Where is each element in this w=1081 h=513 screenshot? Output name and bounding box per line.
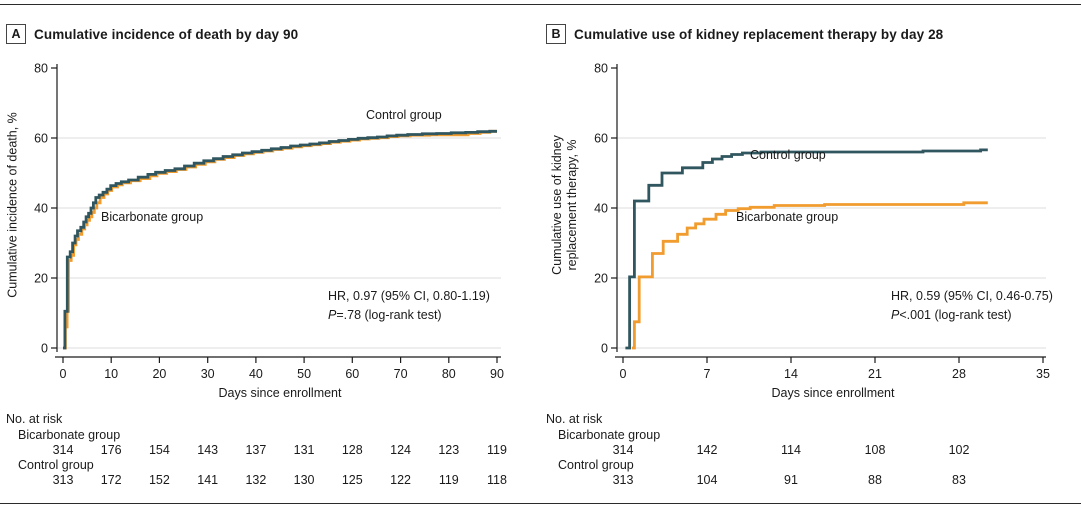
at-risk-row-values: 314 142 114 108 102 <box>540 443 1081 458</box>
p-symbol: P <box>328 308 337 322</box>
x-tick-label: 60 <box>345 367 359 381</box>
y-tick-label: 40 <box>34 202 48 216</box>
panel-b-header: B Cumulative use of kidney replacement t… <box>546 24 943 44</box>
at-risk-value: 108 <box>864 443 886 457</box>
x-tick-label: 70 <box>394 367 408 381</box>
at-risk-value: 172 <box>100 473 122 487</box>
panel-title: Cumulative incidence of death by day 90 <box>34 26 299 42</box>
stats-annotation: HR, 0.59 (95% CI, 0.46-0.75) P<.001 (log… <box>891 287 1053 325</box>
at-risk-value: 313 <box>612 473 634 487</box>
panel-title: Cumulative use of kidney replacement the… <box>574 26 944 42</box>
at-risk-value: 83 <box>952 473 966 487</box>
y-tick-label: 60 <box>34 132 48 146</box>
x-axis-title: Days since enrollment <box>771 386 895 400</box>
at-risk-value: 123 <box>438 443 460 457</box>
y-tick-label: 0 <box>41 342 48 356</box>
at-risk-heading: No. at risk <box>6 412 63 426</box>
at-risk-value: 176 <box>100 443 122 457</box>
hr-text: HR, 0.97 (95% CI, 0.80-1.19) <box>328 289 490 303</box>
curve-label-control: Control group <box>366 108 442 122</box>
x-tick-label: 14 <box>784 367 798 381</box>
panel-a-header: A Cumulative incidence of death by day 9… <box>6 24 298 44</box>
at-risk-row-name: Control group <box>18 458 94 472</box>
panel-b: B Cumulative use of kidney replacement t… <box>540 0 1081 513</box>
x-tick-label: 80 <box>442 367 456 381</box>
y-tick-label: 80 <box>34 62 48 76</box>
x-tick-label: 35 <box>1036 367 1050 381</box>
at-risk-value: 91 <box>784 473 798 487</box>
x-tick-label: 20 <box>152 367 166 381</box>
p-symbol: P <box>891 308 900 322</box>
at-risk-value: 114 <box>781 443 801 457</box>
y-axis-title: Cumulative incidence of death, % <box>5 112 20 298</box>
y-tick-label: 0 <box>601 342 608 356</box>
at-risk-row-name: Bicarbonate group <box>18 428 121 442</box>
at-risk-value: 119 <box>438 473 459 487</box>
stats-annotation: HR, 0.97 (95% CI, 0.80-1.19) P=.78 (log-… <box>328 287 490 325</box>
y-tick-label: 20 <box>594 272 608 286</box>
curve-label-control: Control group <box>750 148 826 162</box>
y-tick-label: 20 <box>34 272 48 286</box>
panel-letter: A <box>6 24 26 44</box>
at-risk-value: 124 <box>390 443 412 457</box>
x-tick-label: 10 <box>104 367 118 381</box>
at-risk-value: 314 <box>612 443 634 457</box>
at-risk-value: 137 <box>245 443 267 457</box>
at-risk-value: 102 <box>948 443 970 457</box>
series-orange <box>632 201 988 350</box>
bottom-rule <box>0 503 1081 504</box>
at-risk-value: 128 <box>341 443 363 457</box>
at-risk-value: 104 <box>696 473 718 487</box>
at-risk-row-values: 314 176 154 143 137 131 128 124 123 119 <box>0 443 540 458</box>
at-risk-value: 313 <box>52 473 74 487</box>
series-teal <box>625 148 988 350</box>
at-risk-value: 131 <box>293 443 315 457</box>
x-tick-label: 90 <box>490 367 504 381</box>
death-incidence-chart: 0 20 40 60 80 0 10 20 30 40 50 60 70 80 90 <box>34 62 504 382</box>
x-tick-label: 7 <box>704 367 711 381</box>
at-risk-value: 122 <box>390 473 412 487</box>
at-risk-value: 132 <box>245 473 267 487</box>
at-risk-value: 130 <box>293 473 315 487</box>
at-risk-value: 143 <box>197 443 219 457</box>
x-axis-title: Days since enrollment <box>218 386 342 400</box>
x-tick-label: 50 <box>297 367 311 381</box>
x-tick-label: 28 <box>952 367 966 381</box>
at-risk-value: 142 <box>696 443 718 457</box>
at-risk-row-values: 313 172 152 141 132 130 125 122 119 118 <box>0 473 540 488</box>
p-value-text: P<.001 (log-rank test) <box>891 308 1012 322</box>
x-tick-label: 0 <box>620 367 627 381</box>
panel-a: A Cumulative incidence of death by day 9… <box>0 0 540 513</box>
p-value-text: P=.78 (log-rank test) <box>328 308 442 322</box>
at-risk-value: 154 <box>148 443 170 457</box>
at-risk-value: 141 <box>197 473 219 487</box>
y-tick-label: 60 <box>594 132 608 146</box>
at-risk-value: 152 <box>148 473 170 487</box>
at-risk-row-name: Bicarbonate group <box>558 428 661 442</box>
curve-label-bicarbonate: Bicarbonate group <box>101 210 204 224</box>
series-teal <box>63 129 497 350</box>
at-risk-value: 119 <box>487 443 507 457</box>
x-tick-label: 40 <box>249 367 263 381</box>
curve-label-bicarbonate: Bicarbonate group <box>736 210 839 224</box>
krt-use-chart: 0 20 40 60 80 0 7 14 21 28 35 <box>594 62 1050 382</box>
at-risk-value: 88 <box>868 473 882 487</box>
y-tick-label: 80 <box>594 62 608 76</box>
hr-text: HR, 0.59 (95% CI, 0.46-0.75) <box>891 289 1053 303</box>
x-tick-label: 21 <box>868 367 882 381</box>
at-risk-value: 118 <box>487 473 507 487</box>
x-tick-label: 0 <box>60 367 67 381</box>
at-risk-value: 314 <box>52 443 74 457</box>
y-axis-title: Cumulative use of kidney replacement the… <box>550 135 579 275</box>
panel-letter: B <box>546 24 566 44</box>
at-risk-row-values: 313 104 91 88 83 <box>540 473 1081 488</box>
at-risk-value: 125 <box>341 473 363 487</box>
at-risk-heading: No. at risk <box>546 412 603 426</box>
at-risk-row-name: Control group <box>558 458 634 472</box>
top-rule <box>0 4 1081 5</box>
y-tick-label: 40 <box>594 202 608 216</box>
x-tick-label: 30 <box>201 367 215 381</box>
